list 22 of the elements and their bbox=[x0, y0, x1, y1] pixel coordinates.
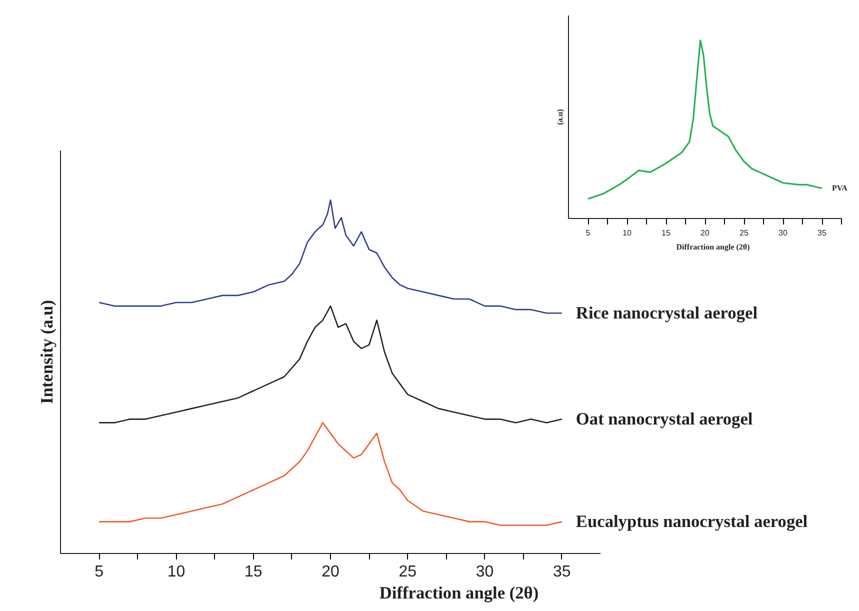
series-label: PVA bbox=[832, 184, 848, 193]
series-label: Eucalyptus nanocrystal aerogel bbox=[576, 512, 808, 532]
y-axis-title: (a.u) bbox=[556, 108, 564, 125]
x-tick-label: 35 bbox=[818, 228, 827, 238]
x-tick-label: 20 bbox=[322, 564, 340, 580]
x-tick-label: 15 bbox=[244, 564, 262, 580]
x-tick-label: 25 bbox=[398, 564, 417, 580]
x-tick-label: 10 bbox=[622, 228, 632, 238]
x-tick-label: 5 bbox=[94, 564, 104, 580]
x-tick-label: 15 bbox=[662, 228, 671, 238]
x-tick-label: 35 bbox=[553, 564, 571, 580]
series-label: Oat nanocrystal aerogel bbox=[576, 410, 753, 429]
x-tick-label: 30 bbox=[476, 564, 494, 580]
x-tick-label: 5 bbox=[586, 228, 591, 238]
series-label: Rice nanocrystal aerogel bbox=[576, 304, 758, 323]
x-axis-title: Diffraction angle (2θ) bbox=[676, 242, 750, 252]
x-tick-label: 20 bbox=[700, 228, 710, 238]
x-tick-label: 30 bbox=[778, 228, 788, 238]
x-axis-title: Diffraction angle (2θ) bbox=[379, 584, 539, 602]
y-axis-title: Intensity (a.u) bbox=[38, 300, 56, 404]
x-tick-label: 25 bbox=[740, 228, 749, 238]
x-tick-label: 10 bbox=[167, 564, 186, 580]
